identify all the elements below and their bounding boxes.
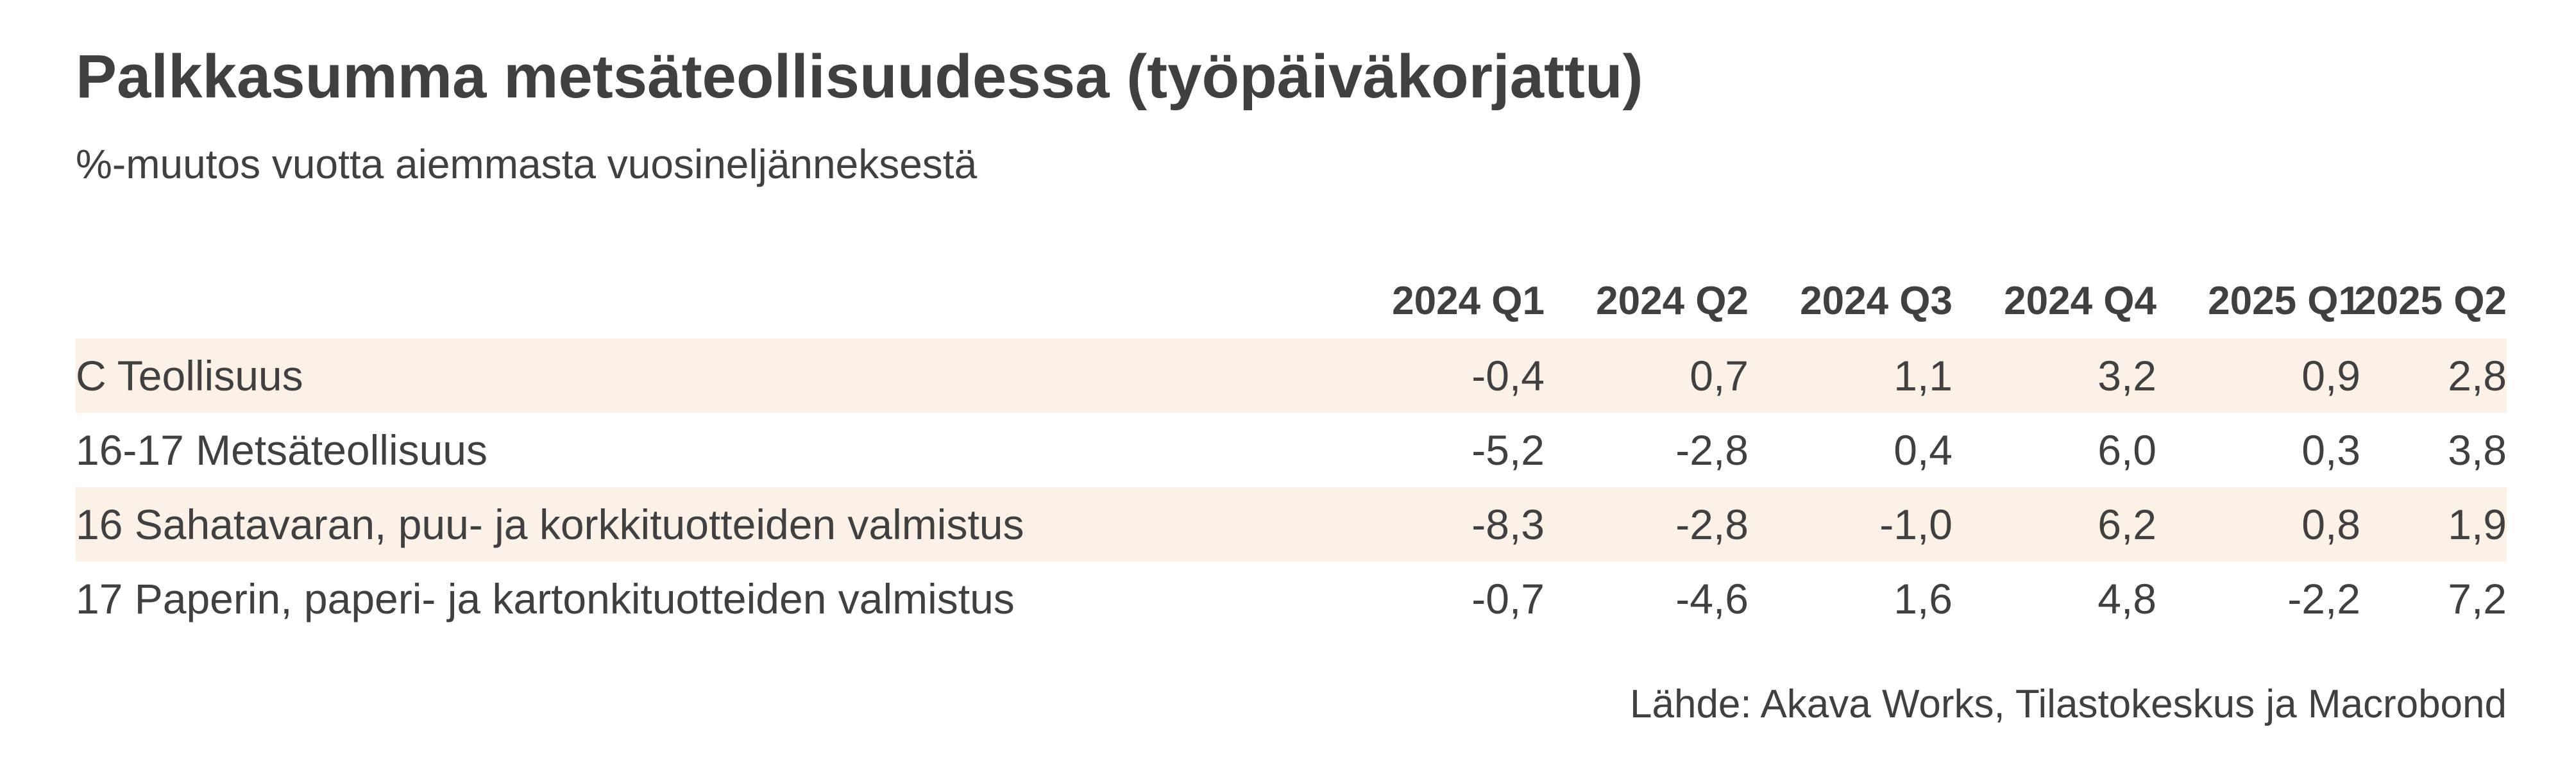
column-header: 2024 Q4	[2004, 279, 2157, 323]
table-row: C Teollisuus -0,4 0,7 1,1 3,2 0,9 2,8	[76, 338, 2507, 413]
row-label: 16-17 Metsäteollisuus	[76, 426, 488, 474]
table-cell: 1,1	[1894, 352, 1953, 399]
data-table: 2024 Q1 2024 Q2 2024 Q3 2024 Q4 2025 Q1 …	[76, 264, 2507, 636]
table-cell: -4,6	[1675, 575, 1749, 622]
table-cell: -2,8	[1675, 501, 1749, 548]
table-cell: 0,8	[2301, 501, 2360, 548]
table-cell: 1,9	[2448, 501, 2507, 548]
row-label: C Teollisuus	[76, 352, 303, 399]
table-cell: 0,4	[1894, 426, 1953, 474]
table-cell: 6,2	[2097, 501, 2157, 548]
table-cell: 7,2	[2448, 575, 2507, 622]
column-header: 2025 Q2	[2354, 279, 2507, 323]
table-row: 17 Paperin, paperi- ja kartonkituotteide…	[76, 562, 2507, 636]
chart-subtitle: %-muutos vuotta aiemmasta vuosineljännek…	[76, 141, 978, 187]
chart-title: Palkkasumma metsäteollisuudessa (työpäiv…	[76, 42, 1643, 111]
column-header: 2024 Q3	[1800, 279, 1953, 323]
table-header-row: 2024 Q1 2024 Q2 2024 Q3 2024 Q4 2025 Q1 …	[76, 264, 2507, 338]
table-cell: 1,6	[1894, 575, 1953, 622]
table-cell: 3,2	[2097, 352, 2157, 399]
source-note: Lähde: Akava Works, Tilastokeskus ja Mac…	[1630, 682, 2507, 726]
table-cell: 6,0	[2097, 426, 2157, 474]
column-header: 2024 Q1	[1392, 279, 1545, 323]
row-label: 16 Sahatavaran, puu- ja korkkituotteiden…	[76, 501, 1024, 548]
table-cell: -0,4	[1471, 352, 1545, 399]
table-cell: -1,0	[1879, 501, 1953, 548]
chart-frame: Palkkasumma metsäteollisuudessa (työpäiv…	[76, 40, 2507, 745]
table-cell: 4,8	[2097, 575, 2157, 622]
column-header: 2025 Q1	[2208, 279, 2360, 323]
table-cell: -8,3	[1471, 501, 1545, 548]
table-cell: -2,2	[2287, 575, 2360, 622]
table-row: 16 Sahatavaran, puu- ja korkkituotteiden…	[76, 487, 2507, 562]
table-cell: 0,3	[2301, 426, 2360, 474]
table-cell: 0,9	[2301, 352, 2360, 399]
table-cell: -2,8	[1675, 426, 1749, 474]
row-label: 17 Paperin, paperi- ja kartonkituotteide…	[76, 575, 1015, 622]
table-cell: 0,7	[1690, 352, 1749, 399]
table-cell: 3,8	[2448, 426, 2507, 474]
table-cell: 2,8	[2448, 352, 2507, 399]
column-header: 2024 Q2	[1596, 279, 1749, 323]
table-row: 16-17 Metsäteollisuus -5,2 -2,8 0,4 6,0 …	[76, 413, 2507, 487]
table-cell: -5,2	[1471, 426, 1545, 474]
table-cell: -0,7	[1471, 575, 1545, 622]
